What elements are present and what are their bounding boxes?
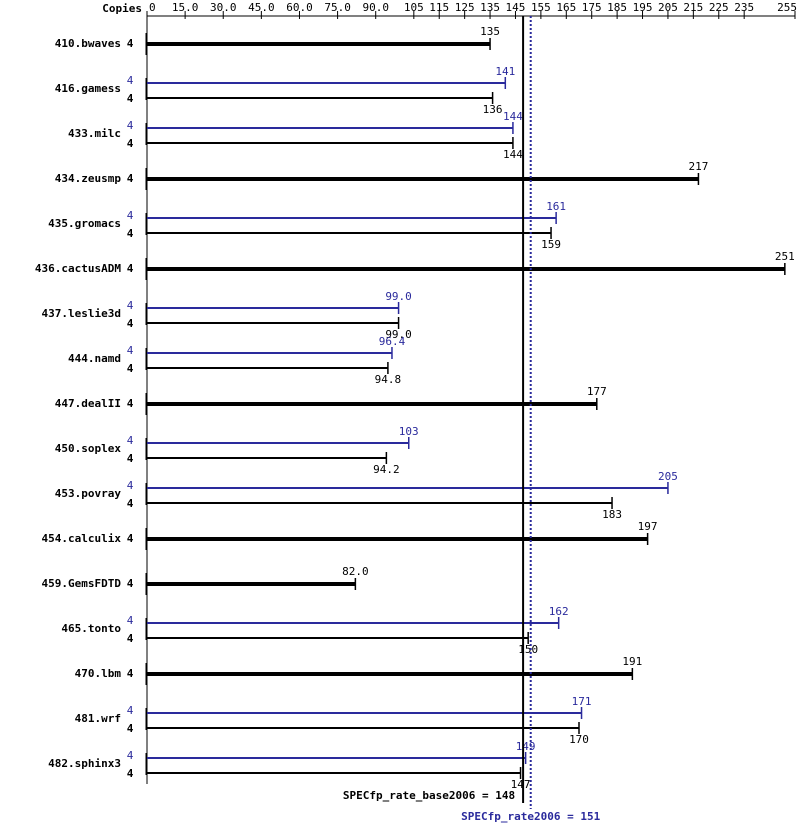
x-tick-label: 215	[683, 1, 703, 14]
copies: 4	[127, 227, 134, 240]
copies: 4	[127, 667, 134, 680]
value-label: 96.4	[379, 335, 406, 348]
category-label: 470.lbm	[75, 667, 122, 680]
x-tick-label: 195	[633, 1, 653, 14]
copies: 4	[127, 767, 134, 780]
copies: 4	[127, 37, 134, 50]
copies: 4	[127, 479, 134, 492]
value-label: 170	[569, 733, 589, 746]
copies: 4	[127, 497, 134, 510]
x-tick-label: 255	[777, 1, 797, 14]
x-tick-label: 155	[531, 1, 551, 14]
copies: 4	[127, 119, 134, 132]
category-label: 459.GemsFDTD	[42, 577, 122, 590]
x-tick-label: 165	[556, 1, 576, 14]
copies: 4	[127, 137, 134, 150]
value-label: 191	[622, 655, 642, 668]
copies: 4	[127, 362, 134, 375]
copies: 4	[127, 452, 134, 465]
x-tick-label: 60.0	[286, 1, 313, 14]
reference-label: SPECfp_rate2006 = 151	[461, 810, 600, 823]
value-label: 99.0	[385, 328, 412, 341]
value-label: 94.2	[373, 463, 400, 476]
x-tick-label: 45.0	[248, 1, 275, 14]
category-label: 436.cactusADM	[35, 262, 121, 275]
value-label: 217	[688, 160, 708, 173]
copies: 4	[127, 397, 134, 410]
x-tick-label: 30.0	[210, 1, 237, 14]
category-label: 482.sphinx3	[48, 757, 121, 770]
x-tick-label: 235	[734, 1, 754, 14]
copies: 4	[127, 299, 134, 312]
copies: 4	[127, 434, 134, 447]
category-label: 416.gamess	[55, 82, 121, 95]
reference-label: SPECfp_rate_base2006 = 148	[343, 789, 515, 802]
value-label: 135	[480, 25, 500, 38]
value-label: 159	[541, 238, 561, 251]
copies: 4	[127, 262, 134, 275]
category-label: 481.wrf	[75, 712, 121, 725]
copies: 4	[127, 74, 134, 87]
value-label: 177	[587, 385, 607, 398]
value-label: 251	[775, 250, 795, 263]
x-tick-label: 225	[709, 1, 729, 14]
value-label: 197	[638, 520, 658, 533]
value-label: 171	[572, 695, 592, 708]
value-label: 149	[516, 740, 536, 753]
x-tick-label: 185	[607, 1, 627, 14]
x-tick-label: 105	[404, 1, 424, 14]
value-label: 136	[483, 103, 503, 116]
x-tick-label: 135	[480, 1, 500, 14]
value-label: 144	[503, 148, 523, 161]
category-label: 435.gromacs	[48, 217, 121, 230]
x-tick-label: 0	[149, 1, 156, 14]
value-label: 161	[546, 200, 566, 213]
value-label: 162	[549, 605, 569, 618]
x-tick-label: 145	[506, 1, 526, 14]
x-tick-label: 125	[455, 1, 475, 14]
category-label: 437.leslie3d	[42, 307, 121, 320]
copies: 4	[127, 317, 134, 330]
category-label: 465.tonto	[61, 622, 121, 635]
value-label: 141	[495, 65, 515, 78]
value-label: 150	[518, 643, 538, 656]
category-label: 433.milc	[68, 127, 121, 140]
copies: 4	[127, 532, 134, 545]
value-label: 103	[399, 425, 419, 438]
x-tick-label: 90.0	[362, 1, 389, 14]
copies: 4	[127, 172, 134, 185]
category-label: 453.povray	[55, 487, 122, 500]
category-label: 447.dealII	[55, 397, 121, 410]
category-label: 410.bwaves	[55, 37, 121, 50]
x-tick-label: 115	[429, 1, 449, 14]
value-label: 205	[658, 470, 678, 483]
copies: 4	[127, 749, 134, 762]
copies: 4	[127, 704, 134, 717]
category-label: 444.namd	[68, 352, 121, 365]
copies: 4	[127, 92, 134, 105]
category-label: 450.soplex	[55, 442, 122, 455]
x-tick-label: 15.0	[172, 1, 199, 14]
value-label: 183	[602, 508, 622, 521]
value-label: 82.0	[342, 565, 369, 578]
x-tick-label: 75.0	[324, 1, 351, 14]
x-tick-label: 205	[658, 1, 678, 14]
copies: 4	[127, 577, 134, 590]
value-label: 94.8	[375, 373, 402, 386]
category-label: 454.calculix	[42, 532, 122, 545]
copies: 4	[127, 722, 134, 735]
value-label: 147	[511, 778, 531, 791]
value-label: 144	[503, 110, 523, 123]
category-label: 434.zeusmp	[55, 172, 122, 185]
value-label: 99.0	[385, 290, 412, 303]
copies-header: Copies	[102, 2, 142, 15]
copies: 4	[127, 632, 134, 645]
copies: 4	[127, 614, 134, 627]
copies: 4	[127, 209, 134, 222]
x-tick-label: 175	[582, 1, 602, 14]
copies: 4	[127, 344, 134, 357]
